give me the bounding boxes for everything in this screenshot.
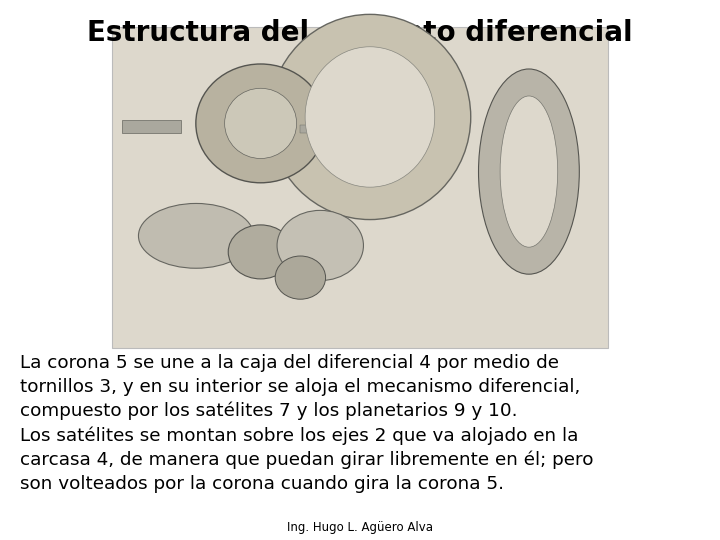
Ellipse shape	[479, 69, 580, 274]
Ellipse shape	[138, 204, 253, 268]
Text: Estructura del conjunto diferencial: Estructura del conjunto diferencial	[87, 19, 633, 47]
Ellipse shape	[269, 15, 471, 220]
FancyBboxPatch shape	[112, 27, 608, 348]
Ellipse shape	[196, 64, 325, 183]
Text: Ing. Hugo L. Agüero Alva: Ing. Hugo L. Agüero Alva	[287, 521, 433, 534]
Ellipse shape	[228, 225, 293, 279]
Text: La corona 5 se une a la caja del diferencial 4 por medio de
tornillos 3, y en su: La corona 5 se une a la caja del diferen…	[20, 354, 594, 493]
FancyBboxPatch shape	[122, 120, 181, 133]
FancyBboxPatch shape	[300, 125, 350, 133]
Ellipse shape	[225, 88, 297, 159]
Ellipse shape	[500, 96, 558, 247]
Ellipse shape	[275, 256, 325, 299]
Ellipse shape	[277, 211, 364, 281]
Ellipse shape	[305, 47, 435, 187]
